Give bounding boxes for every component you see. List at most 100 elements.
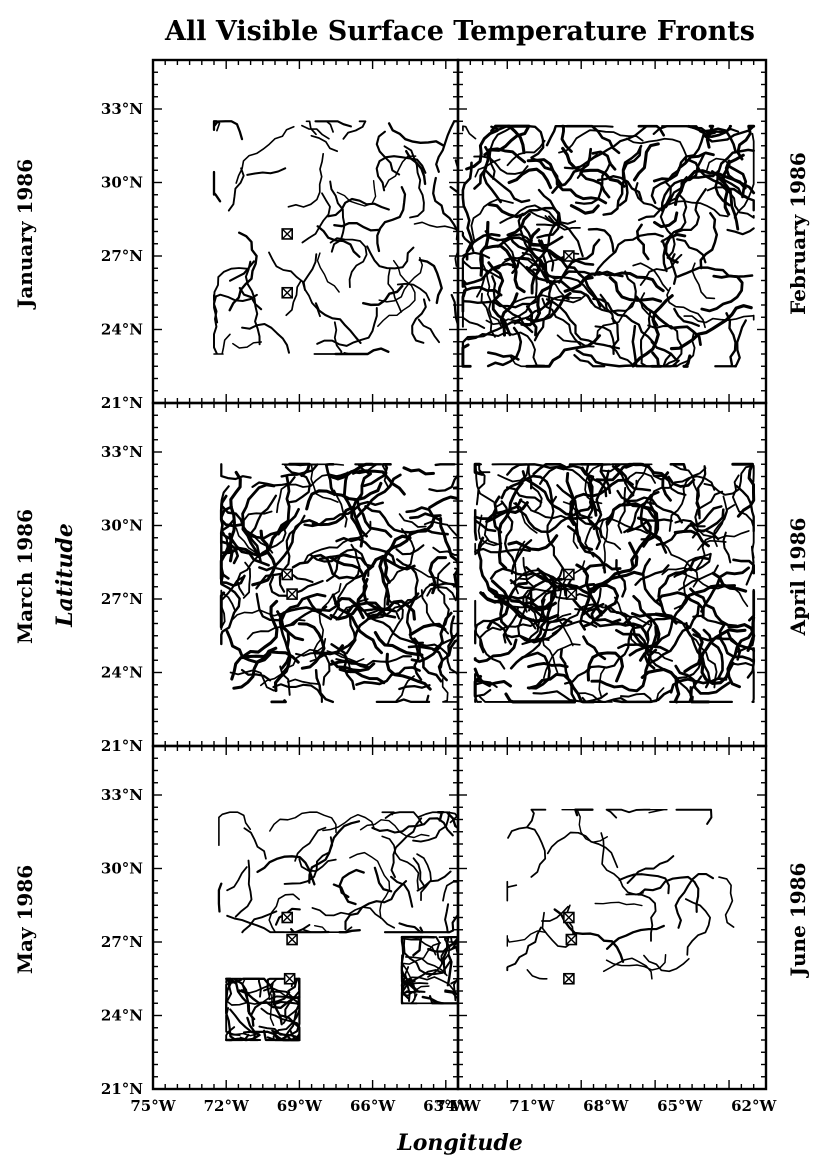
front-segment: [600, 832, 644, 896]
front-segment: [655, 591, 705, 619]
lat-tick-label: 30°N: [101, 517, 143, 535]
tick-marks: [152, 745, 459, 1090]
front-segment: [702, 628, 724, 679]
figure-title: All Visible Surface Temperature Fronts: [164, 16, 755, 47]
front-segment: [314, 668, 335, 704]
month-label-jun: June 1986: [786, 863, 810, 979]
front-segment: [624, 471, 657, 485]
front-segment: [444, 989, 458, 1005]
front-segment: [268, 251, 321, 318]
front-segment: [718, 177, 740, 231]
front-segment: [559, 648, 577, 702]
lon-tick-label: 62°W: [731, 1097, 777, 1115]
front-segment: [579, 607, 605, 631]
front-segment: [390, 817, 423, 879]
front-tracks: [461, 124, 756, 368]
front-segment: [657, 556, 710, 620]
front-segment: [560, 124, 573, 153]
front-segment: [376, 186, 407, 253]
front-segment: [220, 567, 230, 585]
front-segment: [413, 221, 458, 267]
front-segment: [232, 341, 263, 349]
front-segment: [357, 604, 425, 645]
front-segment: [334, 347, 390, 356]
mooring-marker: [281, 228, 294, 240]
front-segment: [479, 220, 490, 277]
panel-feb: [456, 58, 768, 405]
front-segment: [727, 165, 748, 199]
front-segment: [664, 233, 687, 264]
front-segment: [736, 588, 755, 653]
front-segment: [366, 582, 434, 619]
front-segment: [434, 463, 456, 467]
mooring-marker: [563, 911, 575, 924]
front-segment: [510, 539, 533, 575]
front-segment: [479, 591, 560, 623]
front-segment: [487, 261, 512, 337]
front-segment: [285, 279, 302, 317]
front-segment: [241, 507, 300, 540]
panel-may: [151, 744, 460, 1091]
front-segment: [226, 866, 248, 892]
panel-jan: [151, 58, 460, 405]
front-segment: [403, 145, 425, 219]
front-segment: [228, 231, 258, 312]
front-segment: [402, 936, 445, 965]
panel-frame: [151, 58, 460, 405]
front-segment: [563, 276, 594, 293]
front-segment: [432, 546, 458, 556]
front-segment: [652, 151, 715, 183]
front-segment: [384, 811, 424, 826]
front-segment: [576, 153, 599, 179]
front-segment: [243, 827, 267, 860]
front-segment: [449, 813, 458, 824]
front-segment: [567, 478, 634, 526]
front-segment: [284, 990, 301, 1019]
front-segment: [674, 188, 707, 234]
panel-grid: [151, 58, 768, 1091]
front-segment: [630, 516, 652, 570]
front-segment: [385, 652, 432, 691]
front-segment: [514, 502, 577, 534]
front-segment: [591, 150, 617, 171]
mooring-marker: [563, 568, 575, 581]
front-segment: [364, 505, 449, 536]
lon-tick-label: 65°W: [657, 1097, 703, 1115]
front-segment: [546, 495, 568, 577]
front-segment: [619, 692, 653, 703]
front-segment: [729, 662, 755, 703]
front-segment: [240, 668, 272, 682]
tick-marks: [457, 59, 767, 404]
front-segment: [626, 855, 675, 884]
front-segment: [477, 536, 512, 601]
front-segment: [692, 614, 724, 626]
front-segment: [582, 563, 622, 573]
front-segment: [311, 505, 355, 527]
front-segment: [314, 302, 362, 344]
front-segment: [499, 204, 561, 226]
front-segment: [586, 651, 625, 683]
front-segment: [220, 485, 230, 523]
lon-tick-label: 63°W: [423, 1097, 469, 1115]
front-segment: [589, 270, 637, 313]
front-segment: [447, 615, 456, 656]
front-segment: [316, 252, 340, 293]
front-segment: [506, 930, 547, 947]
front-segment: [706, 186, 755, 219]
front-segment: [366, 245, 415, 270]
front-segment: [653, 474, 687, 496]
front-segment: [531, 157, 608, 205]
front-segment: [718, 876, 735, 928]
front-segment: [284, 605, 328, 628]
front-segment: [294, 651, 331, 686]
front-segment: [251, 529, 277, 587]
front-segment: [634, 564, 670, 586]
front-segment: [217, 882, 223, 913]
front-segment: [731, 462, 756, 518]
front-segment: [504, 692, 577, 704]
front-segment: [432, 576, 458, 652]
front-segment: [669, 253, 678, 285]
front-segment: [626, 518, 673, 533]
front-segment: [474, 464, 495, 503]
front-segment: [714, 170, 731, 207]
